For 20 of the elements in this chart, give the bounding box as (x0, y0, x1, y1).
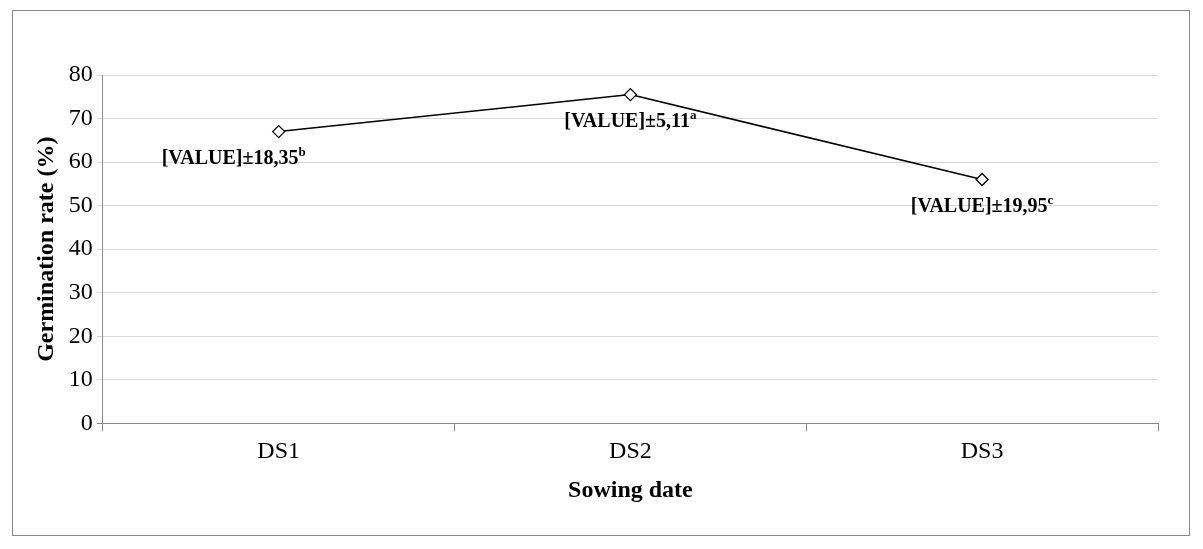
y-tick-label: 50 (68, 190, 93, 217)
y-tick-label: 80 (68, 60, 93, 87)
y-tick-label: 40 (68, 234, 93, 261)
x-tick-label: DS3 (960, 437, 1004, 464)
y-tick-label: 0 (80, 408, 93, 435)
y-tick-label: 10 (68, 365, 93, 392)
annotation: [VALUE]±19,95$^{c}$ (909, 191, 1055, 218)
y-tick-label: 60 (68, 147, 93, 174)
point (272, 124, 286, 139)
annotation: [VALUE]±5,11$^{a}$ (563, 106, 698, 133)
point (975, 172, 989, 187)
annotation: [VALUE]±18,35$^{b}$ (160, 143, 307, 170)
y-tick-label: 30 (68, 278, 93, 305)
point (623, 87, 638, 102)
x-axis-title: Sowing date (568, 475, 694, 502)
y-tick-label: 20 (68, 321, 93, 348)
y-axis-title: Germination rate (%) (31, 136, 58, 362)
x-tick-label: DS1 (257, 437, 301, 464)
y-tick-label: 70 (68, 103, 93, 130)
x-tick-label: DS2 (609, 437, 652, 464)
